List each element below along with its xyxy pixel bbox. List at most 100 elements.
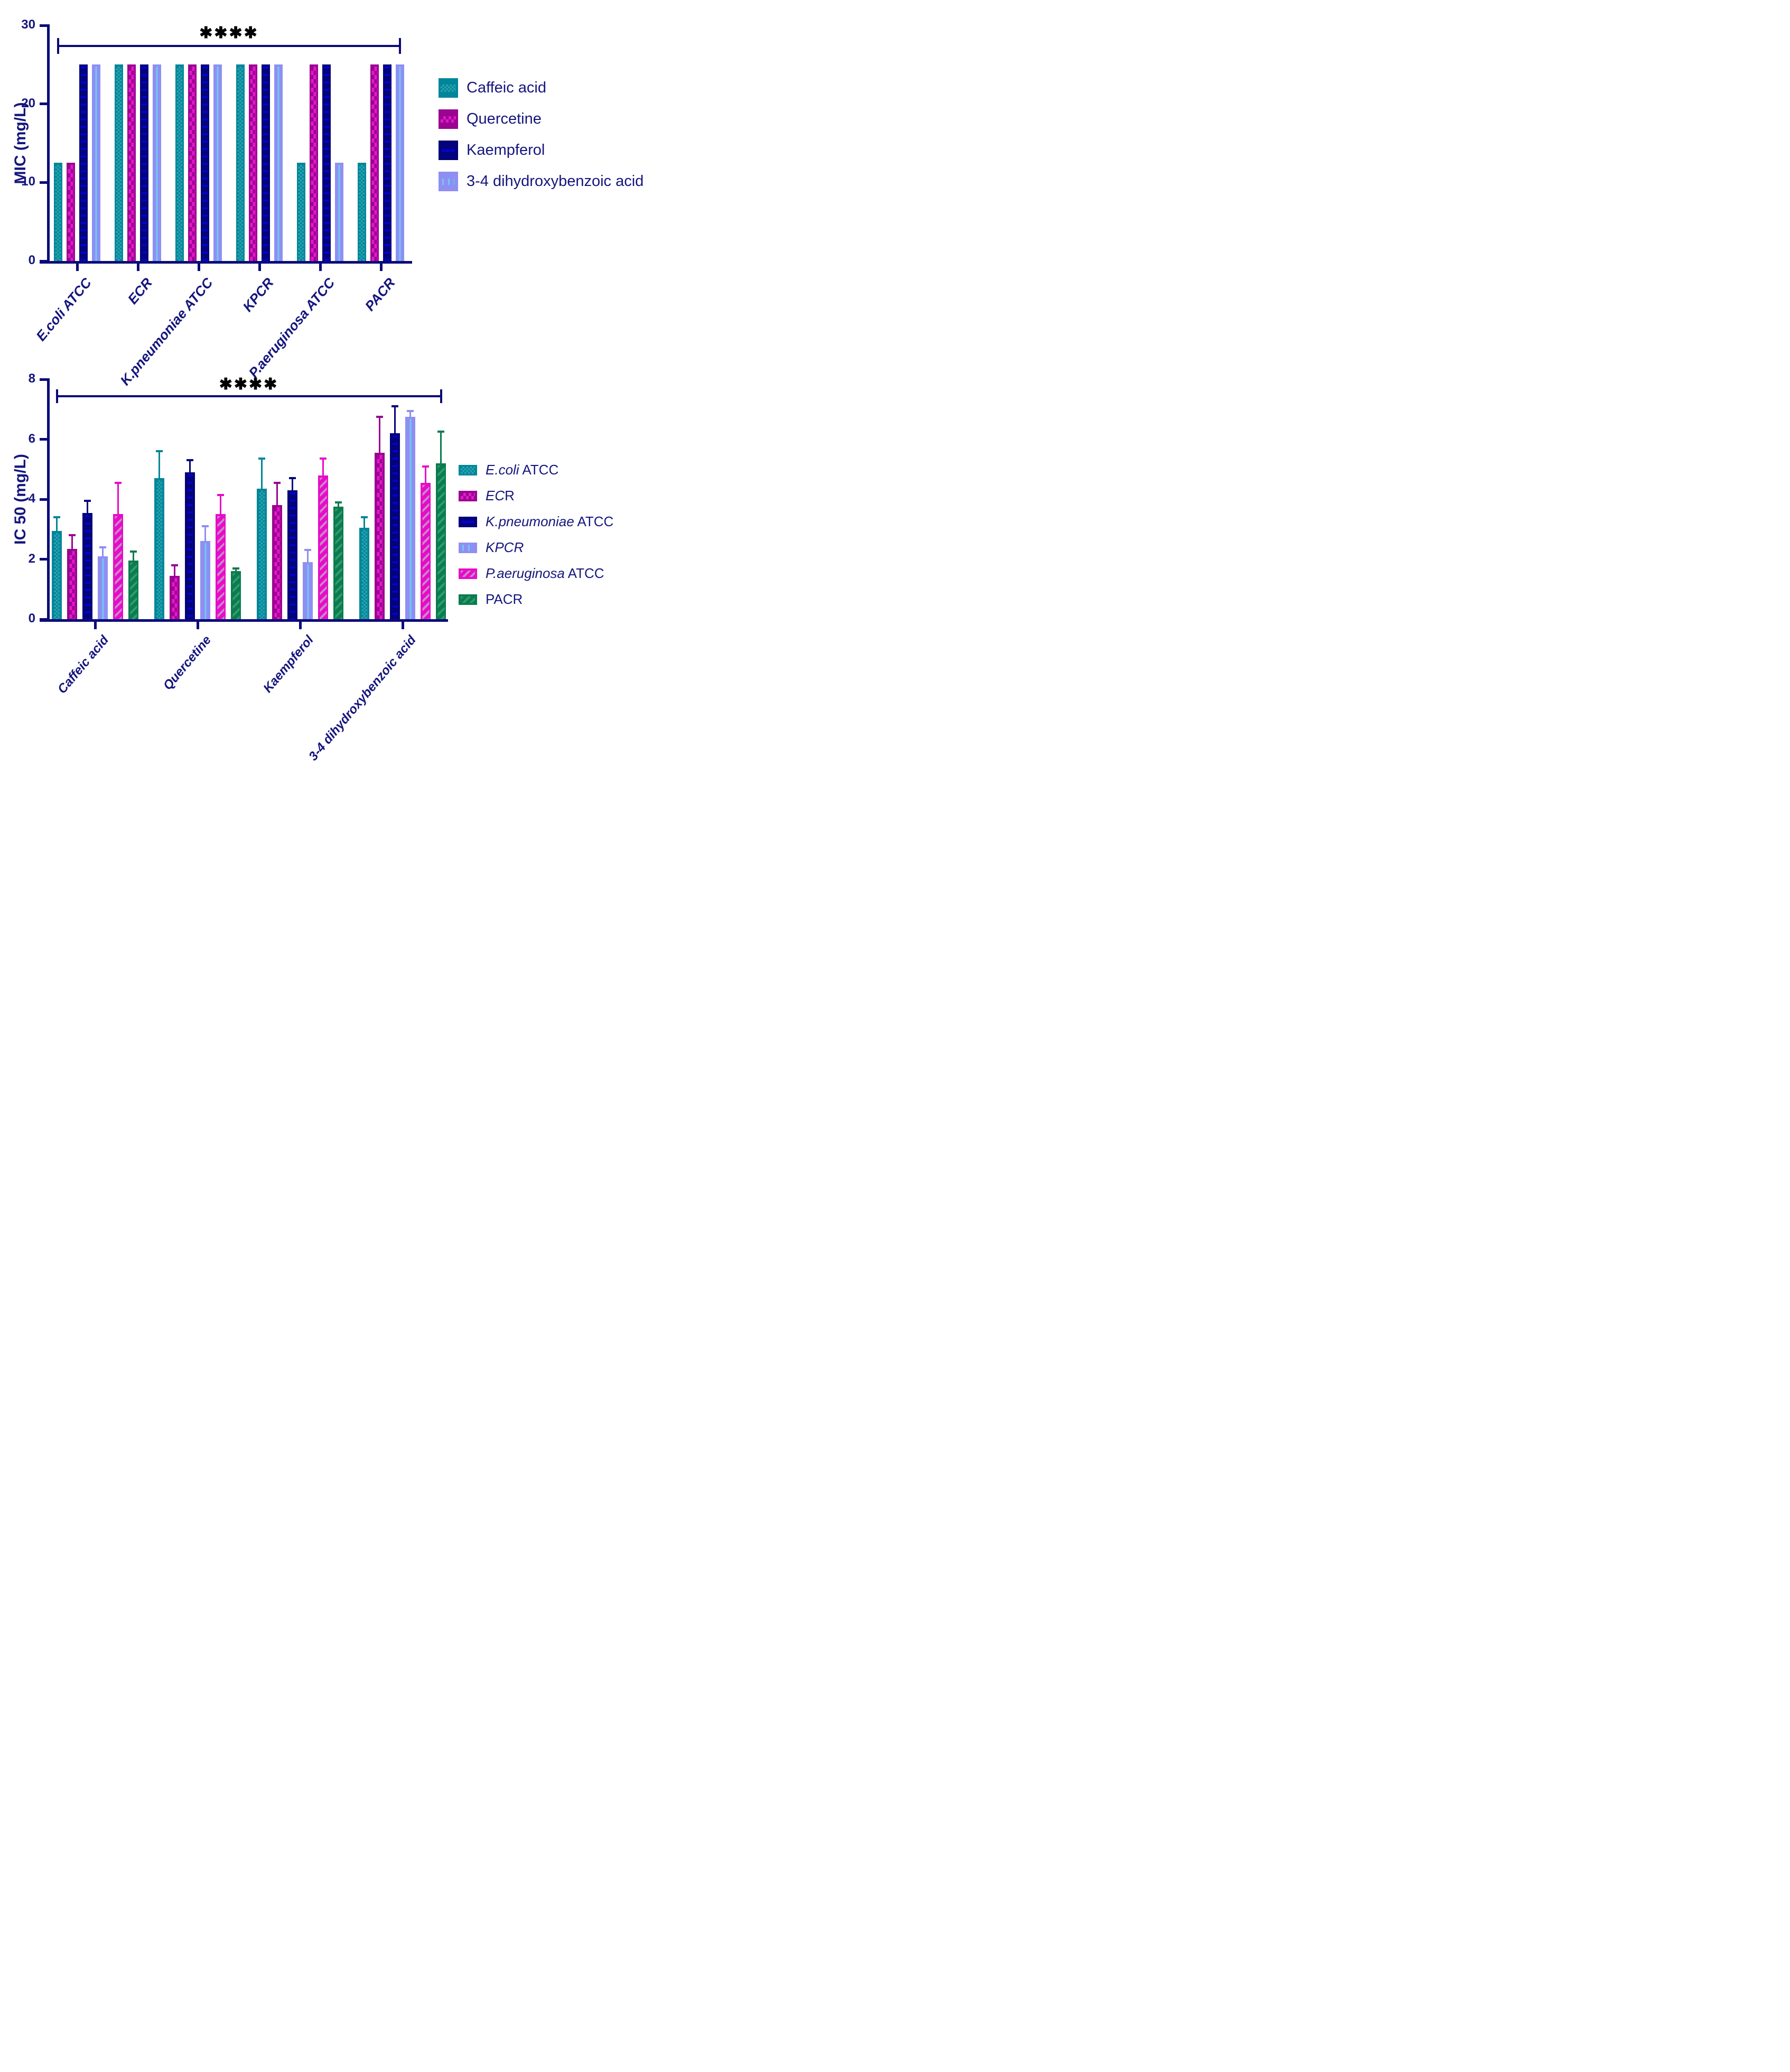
error-bar-stem	[56, 517, 58, 532]
x-category-label: E.coli ATCC	[33, 275, 95, 344]
legend-item-pink: P.aeruginosa ATCC	[459, 565, 604, 582]
swatch-pattern	[461, 596, 475, 603]
bar-pattern	[371, 67, 378, 261]
bar-teal-4	[359, 527, 369, 619]
bar-pink-1	[113, 514, 123, 619]
legend-label: KPCR	[486, 539, 524, 556]
legend-label-segment: ATCC	[574, 514, 614, 529]
x-tick-mark	[258, 264, 261, 271]
error-bar-cap	[407, 409, 414, 412]
mic-chart-panel: MIC (mg/L) 0 10 20 30 E.coli ATCC ECR K.pneumo…	[0, 2, 655, 388]
y-tick-label: 6	[28, 431, 35, 446]
error-bar-stem	[133, 552, 134, 562]
bar-pattern	[385, 67, 390, 261]
x-tick-mark	[196, 622, 199, 629]
bar-teal-3	[175, 64, 184, 261]
legend-label-segment: PACR	[486, 591, 523, 607]
legend-label-segment: Quercetine	[467, 110, 542, 127]
y-tick-mark	[40, 378, 47, 381]
bar-pattern	[189, 67, 195, 261]
periwinkle-swatch	[439, 172, 458, 191]
legend-label-segment: 3-4 dihydroxybenzoic acid	[467, 173, 644, 190]
significance-line	[57, 395, 441, 397]
bar-pattern	[156, 67, 158, 261]
bar-pattern	[217, 67, 219, 261]
legend-item-periwinkle: KPCR	[459, 539, 524, 556]
bar-pattern	[277, 67, 279, 261]
ic50-y-axis-title: IC 50 (mg/L)	[12, 454, 29, 545]
bar-magenta-3	[188, 64, 197, 261]
legend-item-teal: Caffeic acid	[439, 78, 546, 98]
y-axis-line	[47, 24, 50, 264]
error-bar-stem	[425, 466, 426, 484]
error-bar-stem	[235, 568, 237, 573]
legend-label-segment: Caffeic acid	[467, 79, 546, 96]
legend-label-segment: ATCC	[519, 462, 559, 478]
bar-pattern	[290, 492, 295, 619]
bar-teal-6	[358, 163, 366, 261]
error-bar-cap	[391, 405, 398, 408]
y-tick-mark	[40, 558, 47, 561]
legend-item-navy: Kaempferol	[439, 141, 545, 160]
bar-navy-4	[390, 433, 400, 619]
bar-magenta-6	[370, 64, 379, 261]
error-bar-cap	[217, 493, 224, 496]
y-axis-line	[47, 378, 50, 622]
swatch-pattern	[441, 116, 456, 123]
swatch-pattern	[442, 178, 454, 185]
bar-pattern	[392, 435, 398, 619]
bar-pattern	[274, 507, 280, 619]
bar-pattern	[69, 550, 75, 619]
x-tick-mark	[299, 622, 302, 629]
bar-pattern	[217, 516, 224, 619]
legend-item-periwinkle: 3-4 dihydroxybenzoic acid	[439, 172, 644, 191]
legend-item-navy: K.pneumoniae ATCC	[459, 514, 613, 530]
swatch-pattern	[442, 149, 455, 152]
bar-pattern	[95, 67, 97, 261]
bar-teal-1	[52, 530, 62, 619]
y-tick-mark	[40, 102, 47, 106]
bar-teal-2	[115, 64, 123, 261]
legend-label: ECR	[486, 488, 515, 504]
bar-pattern	[156, 480, 162, 619]
bar-periwinkle-4	[405, 416, 415, 619]
legend-label: K.pneumoniae ATCC	[486, 514, 613, 530]
swatch-pattern	[461, 492, 475, 499]
error-bar-stem	[220, 494, 221, 516]
legend-label-segment: KPCR	[486, 539, 524, 555]
bar-pattern	[250, 67, 256, 261]
bar-pattern	[172, 577, 178, 619]
bar-periwinkle-4	[274, 64, 283, 261]
bar-teal-2	[154, 478, 164, 619]
swatch-pattern	[462, 520, 474, 523]
bar-navy-4	[262, 64, 270, 261]
bar-magenta-5	[310, 64, 318, 261]
bar-periwinkle-1	[92, 64, 100, 261]
error-bar-stem	[394, 406, 396, 435]
error-bar-cap	[130, 550, 137, 553]
legend-label: Kaempferol	[467, 142, 545, 159]
bar-pattern	[81, 67, 86, 261]
y-tick-label: 30	[21, 17, 35, 32]
bar-pattern	[202, 67, 208, 261]
error-bar-cap	[274, 481, 281, 484]
bar-pattern	[263, 67, 268, 261]
error-bar-stem	[204, 526, 206, 543]
significance-stars: ✱✱✱✱	[199, 24, 259, 42]
bar-pattern	[359, 165, 365, 261]
bar-navy-3	[201, 64, 209, 261]
error-bar-cap	[84, 499, 91, 502]
bar-green-4	[436, 463, 446, 619]
legend-label: PACR	[486, 591, 523, 608]
error-bar-stem	[87, 500, 88, 514]
y-tick-label: 2	[28, 551, 35, 566]
y-tick-mark	[40, 618, 47, 621]
bar-magenta-3	[272, 505, 282, 619]
bar-pattern	[259, 491, 265, 619]
x-tick-mark	[401, 622, 404, 629]
legend-label-segment: EC	[486, 488, 505, 503]
bar-pattern	[130, 563, 137, 619]
bar-pattern	[102, 558, 104, 619]
significance-line	[58, 45, 400, 48]
x-tick-mark	[76, 264, 79, 271]
